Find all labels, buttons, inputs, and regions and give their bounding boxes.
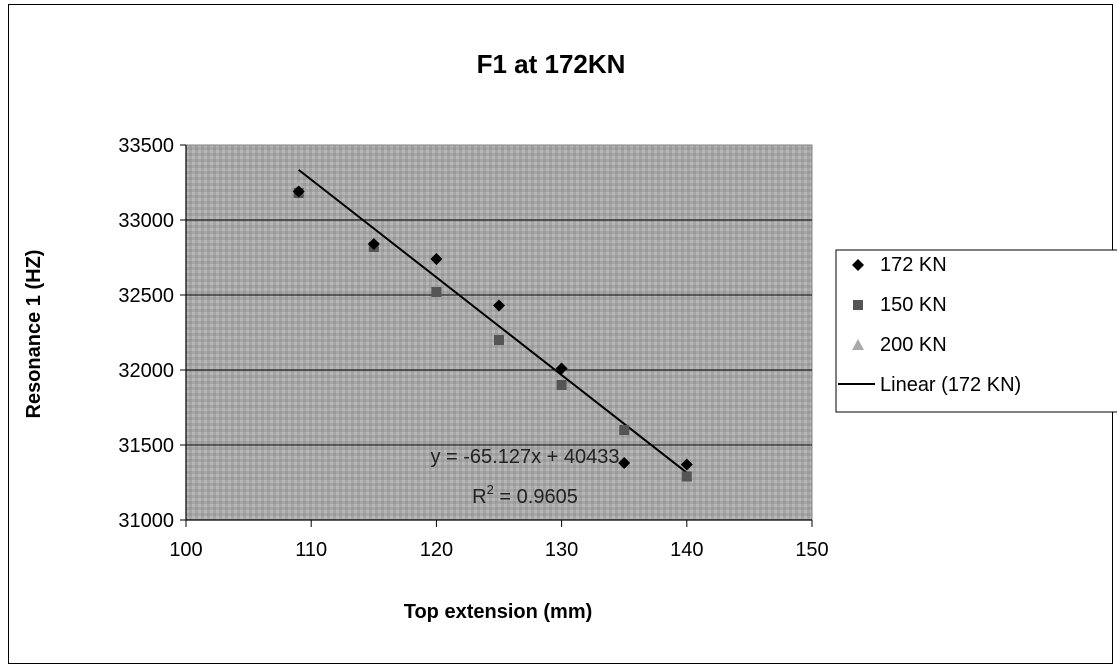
y-tick-label-2: 32000 (118, 360, 174, 382)
x-tick-label-0: 100 (169, 539, 202, 561)
trendline (298, 169, 688, 474)
point-square-2 (431, 287, 442, 297)
legend-box (835, 249, 1117, 413)
y-tick-labels: 31000 31500 32000 32500 33000 33500 (118, 135, 174, 532)
gridlines (186, 219, 812, 446)
data-points (292, 179, 693, 482)
point-triangle-0 (292, 179, 305, 191)
y-tick-label-0: 31000 (118, 510, 174, 532)
x-tick-labels: 100 110 120 130 140 150 (169, 539, 828, 561)
point-square-5 (619, 425, 630, 435)
legend-label-trendline: Linear (172 KN) (880, 374, 1021, 396)
axes (180, 144, 813, 527)
trendline-r-squared: R2 = 0.9605 (472, 482, 578, 508)
point-square-6 (681, 471, 692, 482)
y-tick-label-5: 33500 (118, 135, 174, 157)
legend-label-0: 172 KN (880, 254, 947, 276)
trendline-equation: y = -65.127x + 40433 (430, 446, 619, 468)
x-axis-title: Top extension (mm) (404, 601, 593, 623)
r2-label: R (472, 486, 486, 508)
legend-marker-2 (852, 339, 864, 350)
legend-marker-0 (852, 259, 864, 271)
x-tick-label-3: 130 (545, 539, 578, 561)
trendline-172kn (298, 169, 688, 474)
legend-marker-1 (853, 300, 863, 310)
y-axis-title: Resonance 1 (HZ) (23, 250, 45, 419)
legend-label-1: 150 KN (880, 294, 947, 316)
r2-superscript: 2 (487, 482, 494, 497)
x-tick-label-1: 110 (295, 539, 327, 561)
y-tick-label-4: 33000 (118, 210, 174, 232)
plot-area (185, 144, 813, 521)
point-diamond-1 (367, 238, 380, 250)
legend-label-2: 200 KN (880, 334, 947, 356)
point-triangle-1 (555, 356, 568, 368)
chart-title: F1 at 172KN (477, 49, 626, 79)
x-tick-label-5: 150 (795, 539, 828, 561)
point-square-3 (494, 335, 504, 345)
point-diamond-5 (618, 457, 631, 469)
point-diamond-6 (680, 458, 693, 471)
point-diamond-4 (555, 362, 568, 375)
legend: 172 KN 150 KN 200 KN Linear (172 KN) (835, 249, 1117, 413)
x-tick-label-4: 140 (670, 539, 703, 561)
point-square-4 (556, 380, 567, 390)
y-tick-label-3: 32500 (118, 285, 174, 307)
y-tick-label-1: 31500 (118, 435, 174, 457)
x-tick-label-2: 120 (420, 539, 453, 561)
point-diamond-0 (292, 185, 305, 198)
r2-value: = 0.9605 (494, 486, 578, 508)
point-diamond-2 (430, 253, 443, 265)
point-diamond-3 (493, 299, 505, 312)
